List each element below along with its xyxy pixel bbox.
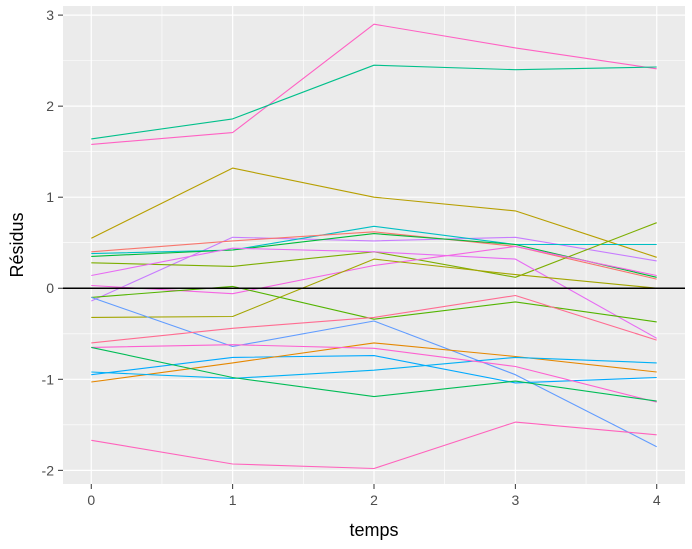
series-line-18 [91,344,657,403]
y-tick-label: 3 [46,7,54,23]
y-tick-label: 2 [46,98,54,114]
x-tick-label: 3 [511,492,519,508]
x-axis-title: temps [349,520,398,540]
series-line-19 [91,346,657,402]
series-line-13 [91,296,657,448]
y-tick-label: -1 [42,371,55,387]
series-line-4 [91,236,657,302]
y-tick-label: -2 [42,462,55,478]
series-line-11 [91,258,657,318]
series-line-10 [91,245,657,295]
series-line-2 [91,64,657,140]
x-tick-label: 4 [653,492,661,508]
series-line-6 [91,231,657,280]
y-axis: -2 -1 0 1 2 3 [42,7,63,478]
x-tick-label: 1 [229,492,237,508]
y-tick-label: 0 [46,280,54,296]
x-tick-label: 0 [87,492,95,508]
y-axis-title: Résidus [7,212,27,277]
series-line-17 [91,356,657,379]
series-line-1 [91,23,657,145]
series-line-5 [91,225,657,255]
series-line-14 [91,294,657,344]
y-tick-label: 1 [46,189,54,205]
series-line-12 [91,285,657,323]
series-line-15 [91,355,657,384]
series-line-3 [91,167,657,258]
x-tick-label: 2 [370,492,378,508]
gridlines [63,6,685,484]
x-axis: 0 1 2 3 4 [87,484,661,508]
series-line-20 [91,421,657,470]
series-line-7 [91,233,657,278]
series-line-16 [91,342,657,383]
series-lines [91,23,657,470]
series-line-9 [91,247,657,339]
